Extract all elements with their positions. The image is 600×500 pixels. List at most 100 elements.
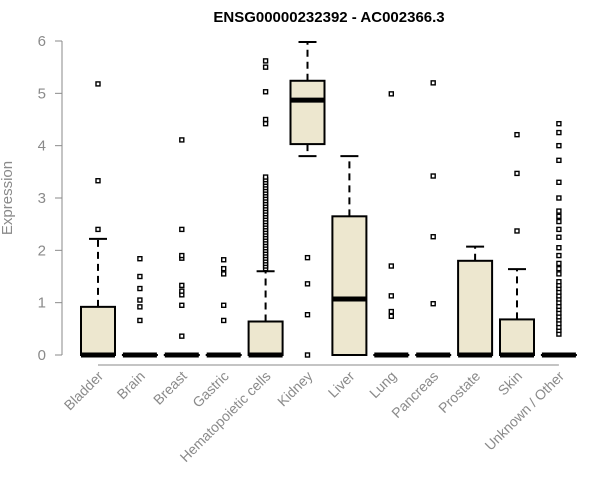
outlier-point <box>514 170 520 177</box>
outlier-point <box>179 226 185 233</box>
box <box>247 320 284 356</box>
x-tick-label: Skin <box>495 368 526 399</box>
outlier-point <box>262 89 269 95</box>
y-tick-label: 3 <box>38 190 46 207</box>
outlier-point <box>556 279 562 285</box>
outlier-point <box>556 157 562 164</box>
outlier-point <box>388 91 394 97</box>
outlier-point <box>430 173 436 179</box>
outlier-point <box>179 333 185 339</box>
outlier-point <box>556 120 562 127</box>
y-tick-label: 5 <box>38 85 46 102</box>
box-group <box>163 137 200 358</box>
outlier-point <box>95 81 101 87</box>
outlier-point <box>430 234 436 240</box>
box <box>80 305 116 356</box>
box <box>331 215 368 356</box>
outlier-point <box>179 282 185 289</box>
x-tick-label: Breast <box>150 368 190 408</box>
y-tick-label: 4 <box>38 138 46 155</box>
x-tick-label: Lung <box>366 368 399 401</box>
x-tick-label: Unknown / Other <box>481 368 567 454</box>
outlier-point <box>388 313 394 319</box>
outlier-point <box>556 179 562 186</box>
outlier-point <box>179 288 185 294</box>
outlier-point <box>556 245 562 251</box>
box-group <box>415 80 452 358</box>
outlier-point <box>95 178 101 184</box>
outlier-point <box>388 293 394 299</box>
box-group <box>289 41 326 358</box>
outlier-point <box>556 252 562 259</box>
outlier-point <box>304 352 311 358</box>
outlier-point <box>556 260 562 267</box>
outlier-point <box>220 271 227 277</box>
outlier-point <box>262 120 269 127</box>
outlier-point <box>514 131 520 138</box>
box-group <box>457 245 494 358</box>
outlier-point <box>137 317 143 324</box>
x-tick-label: Liver <box>325 368 358 401</box>
outlier-point <box>137 297 143 303</box>
y-tick-label: 1 <box>38 295 46 312</box>
outlier-point <box>514 228 520 234</box>
outlier-point <box>220 265 227 272</box>
outlier-point <box>304 254 311 261</box>
outlier-point <box>95 226 101 233</box>
box-group <box>499 131 535 358</box>
box-group <box>540 120 577 358</box>
outlier-point <box>262 58 269 64</box>
outlier-point <box>137 304 143 310</box>
outlier-point <box>179 137 185 143</box>
outlier-point <box>137 285 143 292</box>
outlier-point <box>137 273 143 280</box>
outlier-point <box>556 234 562 240</box>
y-tick-label: 0 <box>38 347 46 364</box>
x-tick-label: Kidney <box>274 368 316 410</box>
outlier-point <box>556 226 562 233</box>
box-group <box>205 257 242 358</box>
outlier-point <box>388 308 394 315</box>
outlier-point <box>179 252 185 259</box>
outlier-point <box>304 312 311 318</box>
outlier-point <box>556 142 562 149</box>
boxes <box>80 41 577 358</box>
box-group <box>121 256 158 358</box>
outlier-point <box>137 256 143 262</box>
outlier-point <box>262 116 269 123</box>
outlier-point <box>430 80 436 86</box>
outlier-point <box>262 64 269 70</box>
outlier-point <box>430 301 436 307</box>
outlier-point <box>388 263 394 269</box>
outlier-point <box>556 195 562 201</box>
outlier-point <box>220 257 227 263</box>
box <box>457 259 494 356</box>
box <box>289 79 326 146</box>
outlier-point <box>556 265 562 272</box>
outlier-point <box>556 218 562 225</box>
y-tick-label: 6 <box>38 33 46 50</box>
outlier-point <box>220 302 227 308</box>
y-tick-label: 2 <box>38 242 46 259</box>
x-tick-label: Bladder <box>61 368 107 414</box>
outlier-point <box>556 129 562 136</box>
x-tick-label: Brain <box>114 368 148 402</box>
outlier-point <box>556 208 562 214</box>
chart-title: ENSG00000232392 - AC002366.3 <box>213 9 444 26</box>
outlier-point <box>556 213 562 220</box>
box-group <box>247 58 284 358</box>
outlier-point <box>304 281 311 287</box>
outlier-point <box>179 302 185 308</box>
box-group <box>373 91 410 358</box>
x-tick-label: Prostate <box>435 368 483 416</box>
outlier-point <box>220 317 227 324</box>
y-axis-label: Expression <box>0 161 16 235</box>
box <box>499 318 535 356</box>
box-group <box>331 155 368 356</box>
outlier-point <box>556 271 562 277</box>
x-tick-label: Pancreas <box>388 368 441 421</box>
box-group <box>80 81 116 358</box>
